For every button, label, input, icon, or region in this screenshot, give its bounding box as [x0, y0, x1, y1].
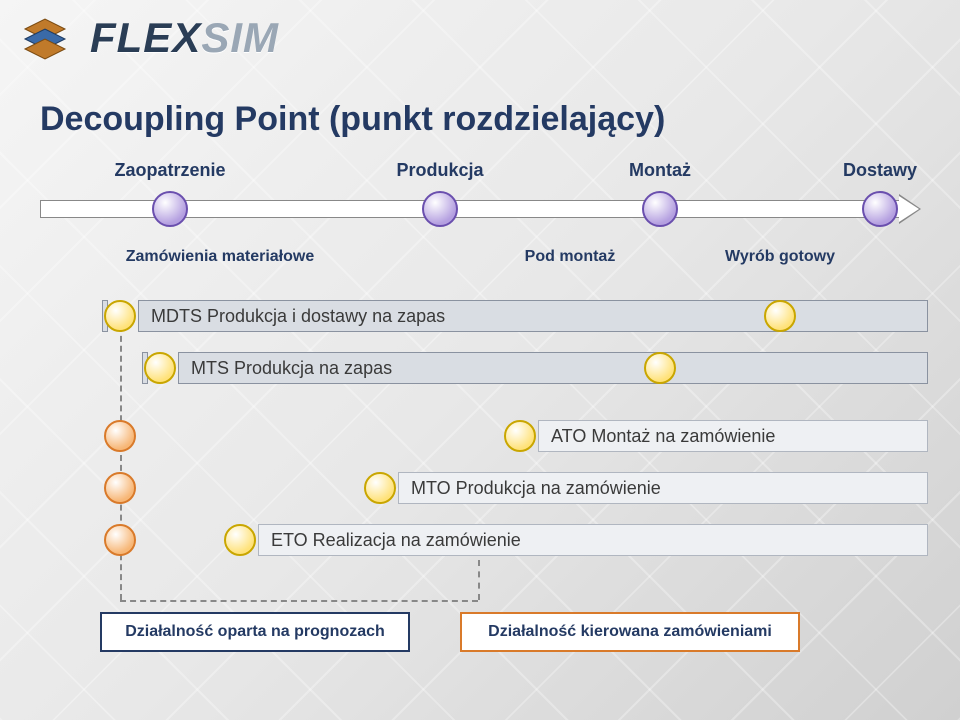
strategy-row: MTO Produkcja na zamówienie	[40, 472, 920, 504]
stage-label: Montaż	[629, 160, 691, 181]
strategy-left-node-icon	[104, 300, 136, 332]
logo: FLEXSIM	[10, 10, 279, 65]
strategy-left-node-icon	[104, 420, 136, 452]
stage-label: Dostawy	[843, 160, 917, 181]
strategy-row: ATO Montaż na zamówienie	[40, 420, 920, 452]
strategy-bar: MTO Produkcja na zamówienie	[398, 472, 928, 504]
strategy-decision-node-icon	[504, 420, 536, 452]
strategy-row: MDTS Produkcja i dostawy na zapas	[40, 300, 920, 332]
strategy-bar: ETO Realizacja na zamówienie	[258, 524, 928, 556]
strategy-decision-node-icon	[644, 352, 676, 384]
dashed-connector	[478, 560, 480, 600]
legend-box: Działalność kierowana zamówieniami	[460, 612, 800, 652]
logo-text: FLEXSIM	[90, 14, 279, 62]
strategy-bar-label: ETO Realizacja na zamówienie	[271, 530, 521, 551]
strategy-decision-node-icon	[224, 524, 256, 556]
logo-text-b: SIM	[201, 14, 279, 61]
strategy-row: ETO Realizacja na zamówienie	[40, 524, 920, 556]
stage-node-icon	[422, 191, 458, 227]
sub-label: Wyrób gotowy	[725, 248, 835, 266]
strategy-decision-node-icon	[364, 472, 396, 504]
strategy-decision-node-icon	[764, 300, 796, 332]
sub-label: Pod montaż	[525, 248, 616, 266]
strategy-left-node-icon	[104, 524, 136, 556]
stage-node-icon	[152, 191, 188, 227]
page-title: Decoupling Point (punkt rozdzielający)	[40, 100, 665, 139]
strategy-bar: MTS Produkcja na zapas	[178, 352, 928, 384]
stage-node-icon	[642, 191, 678, 227]
strategy-bar: MDTS Produkcja i dostawy na zapas	[138, 300, 928, 332]
strategy-bar: ATO Montaż na zamówienie	[538, 420, 928, 452]
strategy-left-node-icon	[104, 472, 136, 504]
strategy-bar-label: ATO Montaż na zamówienie	[551, 426, 775, 447]
strategy-bar-label: MTS Produkcja na zapas	[191, 358, 392, 379]
stage-label: Produkcja	[396, 160, 483, 181]
strategy-left-node-icon	[144, 352, 176, 384]
legend-box: Działalność oparta na prognozach	[100, 612, 410, 652]
strategy-bar-label: MDTS Produkcja i dostawy na zapas	[151, 306, 445, 327]
dashed-connector	[120, 600, 478, 602]
logo-text-a: FLEX	[90, 14, 201, 61]
stage-node-icon	[862, 191, 898, 227]
logo-mark-icon	[10, 10, 80, 65]
strategy-bar-label: MTO Produkcja na zamówienie	[411, 478, 661, 499]
sub-label: Zamówienia materiałowe	[120, 248, 320, 266]
strategy-row: MTS Produkcja na zapas	[40, 352, 920, 384]
process-arrow-head-icon	[899, 194, 921, 224]
stage-label: Zaopatrzenie	[114, 160, 225, 181]
